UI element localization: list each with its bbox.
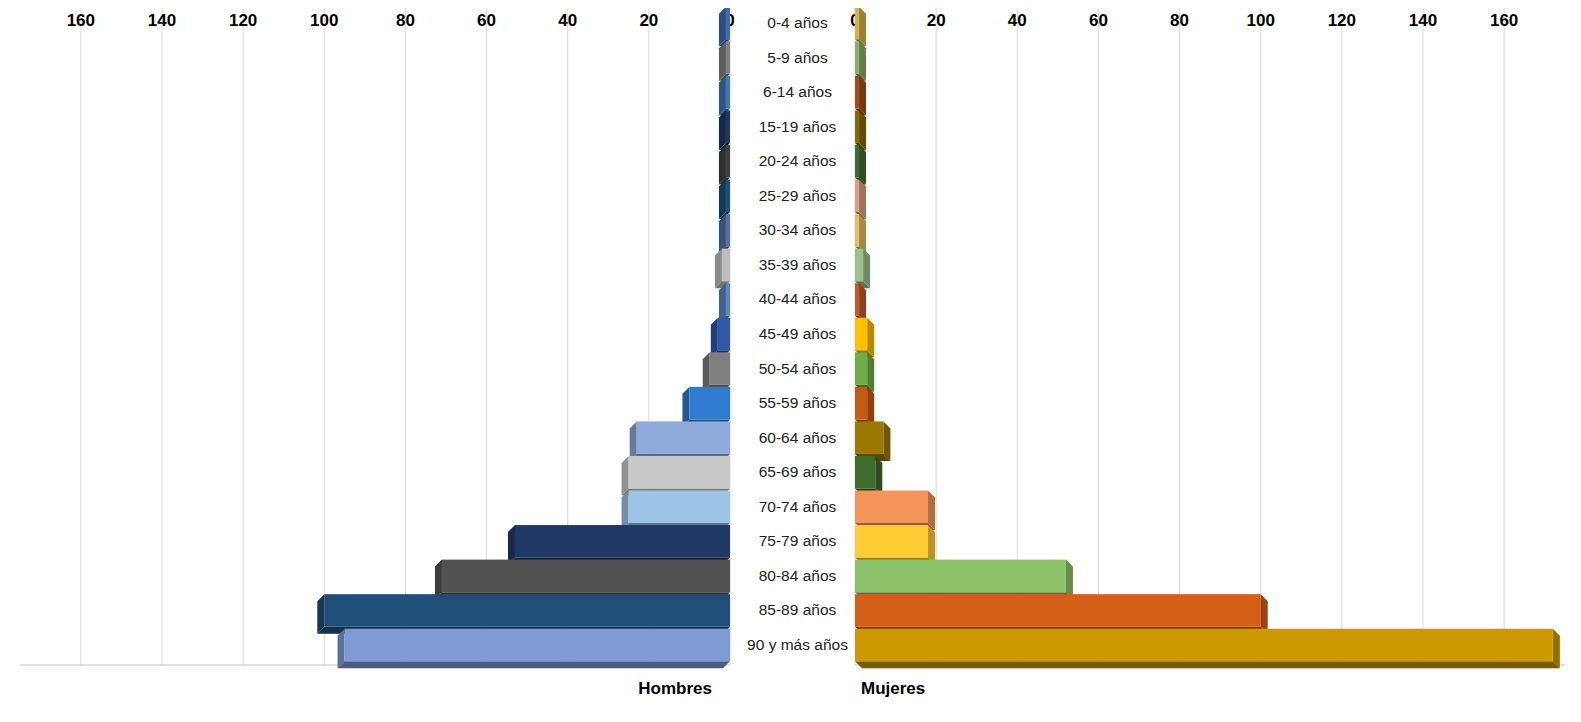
tick-labels: 0204060801001201401600204060801001201401… — [67, 11, 1519, 30]
category-label: 90 y más años — [747, 636, 848, 653]
category-label: 80-84 años — [759, 567, 837, 584]
tick-label: 160 — [1490, 11, 1518, 30]
bar — [855, 387, 867, 420]
series-label: Mujeres — [861, 679, 925, 698]
bar — [726, 41, 730, 74]
bar — [855, 214, 859, 247]
bar — [855, 110, 859, 143]
bar — [726, 110, 730, 143]
grid-line — [405, 8, 406, 665]
tick-label: 80 — [1170, 11, 1189, 30]
bar — [855, 180, 859, 213]
bar — [629, 456, 730, 489]
tick-label: 160 — [67, 11, 95, 30]
bar — [855, 491, 928, 524]
category-label: 50-54 años — [759, 360, 837, 377]
tick-label: 60 — [477, 11, 496, 30]
category-label: 85-89 años — [759, 601, 837, 618]
bar — [718, 318, 730, 351]
bar — [689, 387, 730, 420]
category-label: 30-34 años — [759, 221, 837, 238]
bar — [726, 180, 730, 213]
bar — [442, 560, 730, 593]
bar — [726, 214, 730, 247]
series-bars — [855, 8, 1560, 668]
bar — [726, 76, 730, 109]
tick-label: 100 — [310, 11, 338, 30]
bar — [855, 421, 883, 454]
grid-line — [1179, 8, 1180, 665]
tick-label: 60 — [1089, 11, 1108, 30]
tick-label: 100 — [1247, 11, 1275, 30]
grid-line — [324, 8, 325, 665]
category-label: 55-59 años — [759, 394, 837, 411]
category-label: 65-69 años — [759, 463, 837, 480]
category-label: 35-39 años — [759, 256, 837, 273]
category-label: 20-24 años — [759, 152, 837, 169]
bar — [710, 352, 730, 385]
category-label: 5-9 años — [767, 49, 828, 66]
bar — [855, 629, 1553, 662]
bar — [324, 594, 730, 627]
bar — [855, 283, 859, 316]
bar — [855, 456, 875, 489]
tick-label: 140 — [1409, 11, 1437, 30]
category-label: 75-79 años — [759, 532, 837, 549]
bar — [726, 8, 730, 39]
bar — [345, 629, 730, 662]
bar — [855, 560, 1066, 593]
tick-label: 20 — [927, 11, 946, 30]
bar — [726, 145, 730, 178]
tick-label: 140 — [148, 11, 176, 30]
grid-line — [80, 8, 81, 665]
grid-line — [1098, 8, 1099, 665]
tick-label: 40 — [558, 11, 577, 30]
tick-label: 40 — [1008, 11, 1027, 30]
tick-label: 20 — [639, 11, 658, 30]
grid-line — [1423, 8, 1424, 665]
tick-label: 80 — [396, 11, 415, 30]
category-label: 60-64 años — [759, 429, 837, 446]
bar — [637, 421, 730, 454]
bar — [855, 145, 859, 178]
bar — [855, 249, 863, 282]
grid-line — [1341, 8, 1342, 665]
tick-label: 120 — [1328, 11, 1356, 30]
category-label: 45-49 años — [759, 325, 837, 342]
category-label: 0-4 años — [767, 14, 828, 31]
bar — [855, 352, 867, 385]
bar — [855, 594, 1261, 627]
series-label: Hombres — [638, 679, 712, 698]
bar — [855, 41, 859, 74]
bar — [855, 76, 859, 109]
grid — [20, 8, 1565, 665]
bar — [855, 318, 867, 351]
bar-bottom — [855, 661, 1560, 668]
bar — [515, 525, 730, 558]
category-label: 15-19 años — [759, 118, 837, 135]
category-label: 70-74 años — [759, 498, 837, 515]
tick-label: 120 — [229, 11, 257, 30]
series-bars — [317, 8, 730, 668]
grid-line — [162, 8, 163, 665]
category-label: 6-14 años — [763, 83, 832, 100]
category-label: 25-29 años — [759, 187, 837, 204]
bar — [722, 249, 730, 282]
bar — [629, 491, 730, 524]
grid-line — [1504, 8, 1505, 665]
category-label: 40-44 años — [759, 290, 837, 307]
category-labels: 0-4 años 5-9 años 6-14 años 15-19 años 20-24… — [747, 14, 848, 653]
bar-bottom — [338, 661, 730, 668]
bar — [726, 283, 730, 316]
grid-line — [243, 8, 244, 665]
chart: 0204060801001201401600204060801001201401… — [0, 0, 1581, 722]
grid-line — [1260, 8, 1261, 665]
bar — [855, 8, 859, 39]
bar — [855, 525, 928, 558]
